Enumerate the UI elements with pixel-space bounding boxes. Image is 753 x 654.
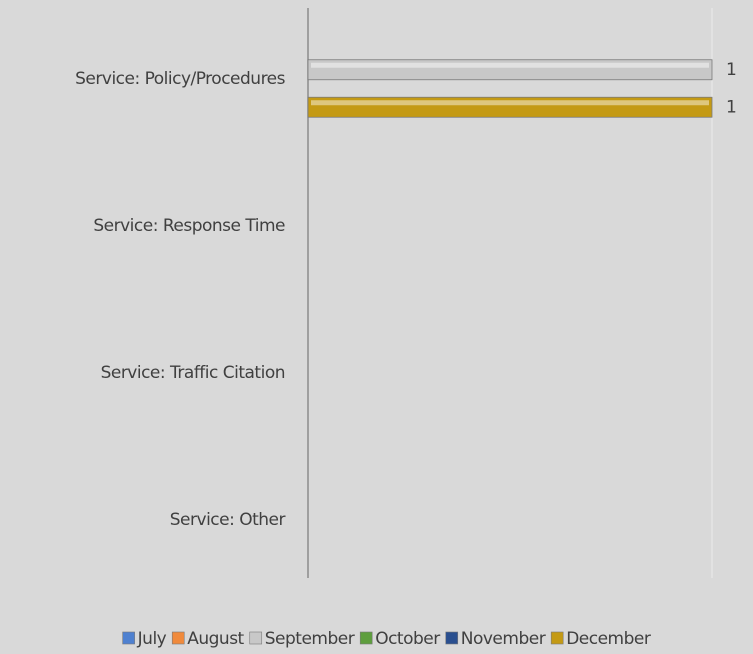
legend-label: September bbox=[265, 629, 355, 649]
bar bbox=[307, 59, 713, 81]
value-label: 1 bbox=[726, 97, 736, 117]
bar-highlight bbox=[311, 100, 709, 106]
value-label: 1 bbox=[726, 60, 736, 80]
legend-swatch bbox=[171, 631, 185, 645]
legend-swatch bbox=[359, 631, 373, 645]
legend-swatch bbox=[550, 631, 564, 645]
y-tick-label: Service: Other bbox=[170, 510, 286, 530]
bar bbox=[307, 96, 713, 118]
legend-swatch bbox=[122, 631, 135, 645]
legend-label: July bbox=[137, 629, 167, 649]
y-tick-label: Service: Policy/Procedures bbox=[75, 69, 286, 89]
legend-swatch bbox=[445, 631, 459, 645]
legend-label: November bbox=[461, 629, 546, 649]
y-tick-label: Service: Response Time bbox=[93, 216, 285, 236]
legend-label: October bbox=[375, 629, 440, 649]
legend-label: December bbox=[566, 629, 651, 649]
y-tick-label: Service: Traffic Citation bbox=[101, 363, 285, 383]
bar-highlight bbox=[311, 62, 709, 68]
legend-label: August bbox=[187, 629, 244, 649]
legend-swatch bbox=[249, 631, 263, 645]
